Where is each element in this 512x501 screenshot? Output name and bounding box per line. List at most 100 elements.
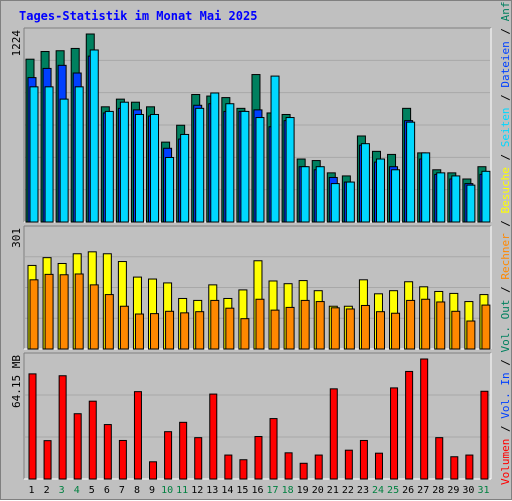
day-label: 8 <box>134 485 140 496</box>
seiten-bar <box>240 110 250 223</box>
seiten-bar <box>59 98 69 223</box>
volumen-bar <box>359 439 368 480</box>
volumen-bar <box>314 454 323 480</box>
day-label: 25 <box>387 485 399 496</box>
volumen-bar <box>284 452 293 480</box>
volumen-bar <box>435 437 444 480</box>
legend-separator: / <box>499 213 512 233</box>
rechner-bar <box>421 298 431 350</box>
rechner-bar <box>210 299 220 350</box>
volumen-bar <box>239 459 248 480</box>
legend-separator: / <box>499 21 512 41</box>
volumen-bar <box>254 436 263 480</box>
rechner-bar <box>481 304 491 350</box>
rechner-bar <box>150 313 160 350</box>
right-legend: Volumen / Vol. In / Vol. Out / Rechner /… <box>499 1 512 485</box>
seiten-bar <box>315 166 325 223</box>
volumen-bar <box>405 370 414 480</box>
rechner-bar <box>89 284 99 350</box>
day-label: 1 <box>29 485 35 496</box>
seiten-bar <box>165 156 175 223</box>
rechner-bar <box>360 304 370 350</box>
day-label: 5 <box>89 485 95 496</box>
volumen-bar <box>194 437 203 480</box>
day-label: 31 <box>477 485 489 496</box>
rechner-bar <box>29 279 39 350</box>
rechner-bar <box>300 299 310 350</box>
rechner-bar <box>436 301 446 350</box>
rechner-bar <box>375 311 385 350</box>
legend-vol-out: Vol. Out <box>499 300 512 353</box>
rechner-bar <box>195 311 205 350</box>
day-label: 20 <box>312 485 324 496</box>
rechner-bar <box>134 313 144 350</box>
volumen-bar <box>450 456 459 480</box>
seiten-bar <box>300 166 310 223</box>
rechner-bar <box>59 274 69 350</box>
legend-separator: / <box>499 88 512 108</box>
rechner-bar <box>451 310 461 350</box>
seiten-bar <box>210 92 220 223</box>
volumen-bar <box>28 373 37 480</box>
seiten-bar <box>195 107 205 223</box>
seiten-bar <box>451 175 461 223</box>
legend-volumen: Volumen <box>499 439 512 485</box>
day-label: 9 <box>149 485 155 496</box>
seiten-bar <box>466 184 476 223</box>
seiten-bar <box>134 113 144 223</box>
volumen-bar <box>179 421 188 480</box>
volumen-bar <box>164 431 173 480</box>
day-label: 27 <box>417 485 429 496</box>
seiten-bar <box>89 49 99 223</box>
volumen-bar <box>88 400 97 480</box>
day-label: 18 <box>282 485 294 496</box>
legend-anfragen: Anfragen <box>499 1 512 21</box>
seiten-bar <box>481 170 491 223</box>
volumen-bar <box>329 388 338 480</box>
day-label: 29 <box>447 485 459 496</box>
volumen-bar <box>224 454 233 480</box>
legend-separator: / <box>499 353 512 373</box>
rechner-bar <box>44 273 54 350</box>
legend-besuche: Besuche <box>499 167 512 213</box>
legend-vol-in: Vol. In <box>499 372 512 418</box>
rechner-bar <box>330 307 340 350</box>
seiten-bar <box>255 117 265 223</box>
rechner-bar <box>165 310 175 350</box>
rechner-bar <box>240 318 250 350</box>
legend-rechner: Rechner <box>499 233 512 280</box>
day-label: 2 <box>44 485 50 496</box>
seiten-bar <box>104 110 114 223</box>
rechner-bar <box>255 298 265 350</box>
volumen-bar <box>58 375 67 480</box>
seiten-bar <box>436 172 446 223</box>
visits-ymax-label: 301 <box>10 228 23 248</box>
day-label: 11 <box>176 485 188 496</box>
volumen-bar <box>209 393 218 480</box>
volumen-bar <box>73 413 82 480</box>
volumen-bar <box>43 440 52 480</box>
rechner-bar <box>74 273 84 350</box>
day-label: 12 <box>191 485 203 496</box>
seiten-bar <box>375 158 385 223</box>
seiten-bar <box>225 103 235 223</box>
day-label: 21 <box>327 485 339 496</box>
volumen-bar <box>149 461 158 480</box>
day-label: 13 <box>206 485 218 496</box>
rechner-bar <box>225 307 235 350</box>
rechner-bar <box>315 301 325 350</box>
seiten-bar <box>421 152 431 223</box>
seiten-bar <box>119 101 129 223</box>
seiten-bar <box>285 117 295 223</box>
day-label: 28 <box>432 485 444 496</box>
volumen-bar <box>420 358 429 480</box>
legend-separator: / <box>499 419 512 439</box>
day-label: 16 <box>251 485 263 496</box>
day-label: 6 <box>104 485 110 496</box>
volumen-bar <box>133 391 142 480</box>
day-label: 23 <box>357 485 369 496</box>
seiten-bar <box>360 143 370 223</box>
seiten-bar <box>29 86 39 223</box>
volumen-bar <box>374 452 383 480</box>
